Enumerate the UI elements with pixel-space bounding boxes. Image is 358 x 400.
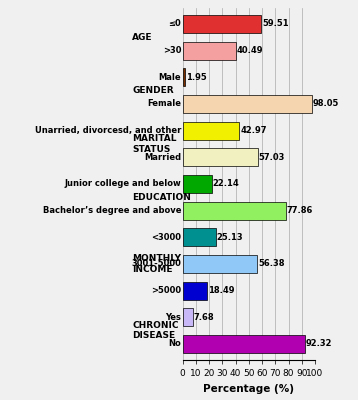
Text: Junior college and below: Junior college and below: [64, 180, 181, 188]
Text: >30: >30: [163, 46, 181, 55]
Text: Unarried, divorcesd, and other: Unarried, divorcesd, and other: [35, 126, 181, 135]
Bar: [183, 42, 236, 60]
Bar: [183, 95, 313, 113]
Text: 42.97: 42.97: [240, 126, 267, 135]
Bar: [183, 68, 185, 86]
Bar: [183, 175, 212, 193]
Text: ≤0: ≤0: [169, 20, 181, 28]
Text: 77.86: 77.86: [286, 206, 313, 215]
Text: Bachelor’s degree and above: Bachelor’s degree and above: [43, 206, 181, 215]
Text: MONTHLY
INCOME: MONTHLY INCOME: [132, 254, 181, 274]
Text: 40.49: 40.49: [237, 46, 263, 55]
Bar: [183, 308, 193, 326]
Text: 98.05: 98.05: [313, 100, 339, 108]
Text: MARITAL
STATUS: MARITAL STATUS: [132, 134, 177, 154]
Text: No: No: [169, 340, 181, 348]
Text: Female: Female: [147, 100, 181, 108]
Text: 92.32: 92.32: [305, 340, 332, 348]
Text: 3001-5000: 3001-5000: [131, 260, 181, 268]
X-axis label: Percentage (%): Percentage (%): [203, 384, 294, 394]
Text: 59.51: 59.51: [262, 20, 289, 28]
Text: Yes: Yes: [165, 313, 181, 322]
Text: Married: Married: [144, 153, 181, 162]
Text: 57.03: 57.03: [259, 153, 285, 162]
Bar: [183, 148, 258, 166]
Text: 56.38: 56.38: [258, 260, 284, 268]
Text: GENDER: GENDER: [132, 86, 174, 95]
Text: 18.49: 18.49: [208, 286, 234, 295]
Bar: [183, 122, 240, 140]
Text: 1.95: 1.95: [185, 73, 206, 82]
Bar: [183, 255, 257, 273]
Text: EDUCATION: EDUCATION: [132, 193, 191, 202]
Bar: [183, 15, 261, 33]
Text: >5000: >5000: [151, 286, 181, 295]
Text: 25.13: 25.13: [217, 233, 243, 242]
Bar: [183, 202, 286, 220]
Text: <3000: <3000: [151, 233, 181, 242]
Bar: [183, 282, 207, 300]
Text: 22.14: 22.14: [213, 180, 239, 188]
Bar: [183, 228, 216, 246]
Text: Male: Male: [159, 73, 181, 82]
Text: CHRONIC
DISEASE: CHRONIC DISEASE: [132, 321, 179, 340]
Bar: [183, 335, 305, 353]
Text: 7.68: 7.68: [193, 313, 214, 322]
Text: AGE: AGE: [132, 33, 153, 42]
